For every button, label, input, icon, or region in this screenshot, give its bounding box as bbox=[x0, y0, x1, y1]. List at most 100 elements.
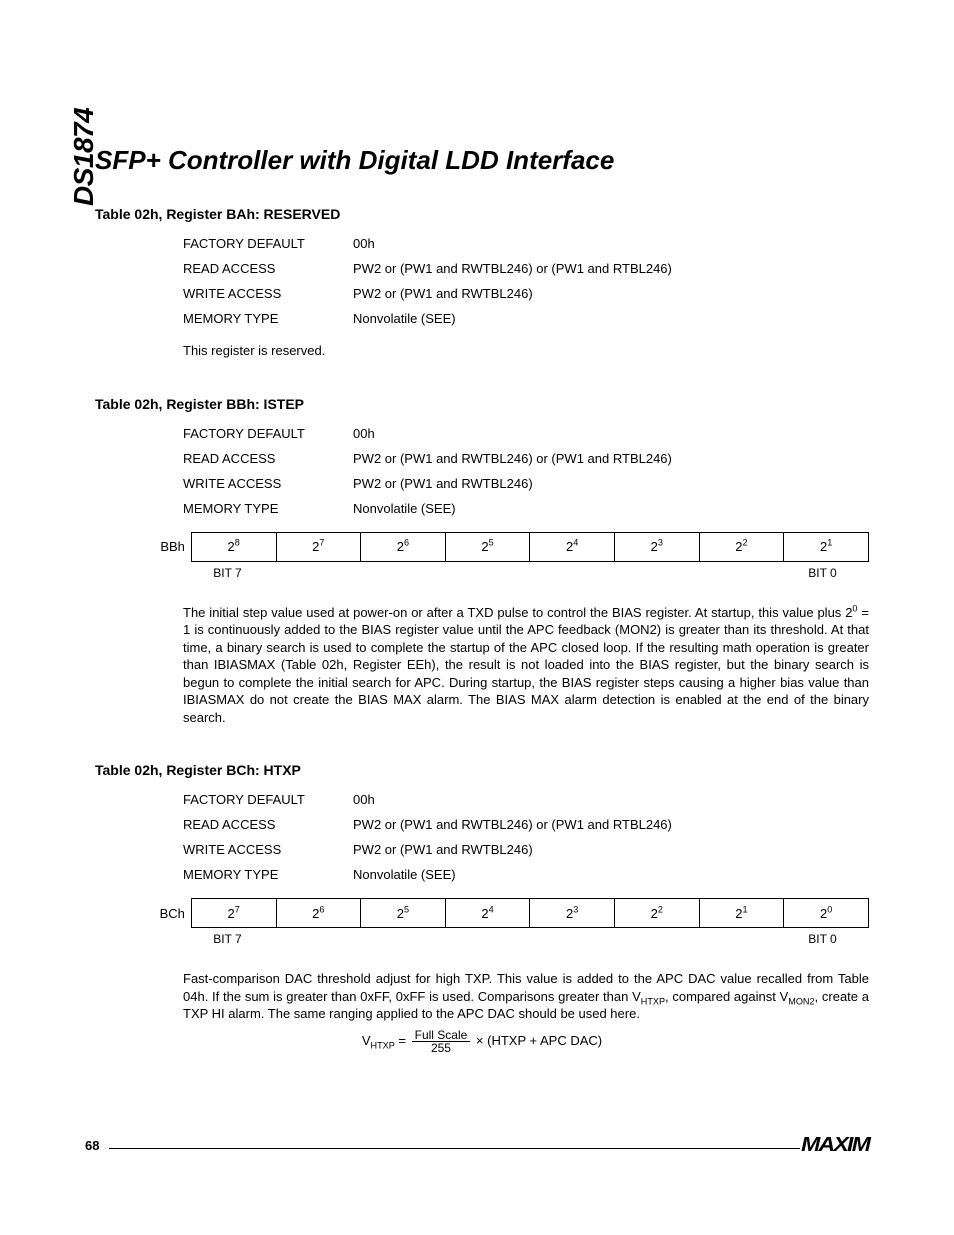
prop-row: WRITE ACCESS PW2 or (PW1 and RWTBL246) bbox=[183, 842, 869, 857]
prop-value: Nonvolatile (SEE) bbox=[353, 501, 456, 516]
bit-cell: 23 bbox=[615, 532, 700, 561]
footer-rule bbox=[109, 1147, 799, 1149]
prop-row: FACTORY DEFAULT 00h bbox=[183, 792, 869, 807]
prop-row: MEMORY TYPE Nonvolatile (SEE) bbox=[183, 311, 869, 326]
page: DS1874 SFP+ Controller with Digital LDD … bbox=[0, 0, 954, 1235]
prop-label: READ ACCESS bbox=[183, 817, 353, 832]
bit-table: 28 27 26 25 24 23 22 21 bbox=[191, 532, 869, 562]
prop-value: PW2 or (PW1 and RWTBL246) bbox=[353, 842, 533, 857]
section-description: This register is reserved. bbox=[183, 342, 869, 360]
prop-value: 00h bbox=[353, 426, 375, 441]
prop-label: WRITE ACCESS bbox=[183, 476, 353, 491]
prop-label: READ ACCESS bbox=[183, 451, 353, 466]
prop-label: WRITE ACCESS bbox=[183, 842, 353, 857]
formula-sub: HTXP bbox=[371, 1041, 395, 1051]
bit-table: 27 26 25 24 23 22 21 20 bbox=[191, 898, 869, 928]
bit-table-wrapper: BCh 27 26 25 24 23 22 21 20 bbox=[145, 898, 869, 928]
bit-cell: 21 bbox=[784, 532, 869, 561]
prop-row: READ ACCESS PW2 or (PW1 and RWTBL246) or… bbox=[183, 817, 869, 832]
prop-row: MEMORY TYPE Nonvolatile (SEE) bbox=[183, 501, 869, 516]
document-title: SFP+ Controller with Digital LDD Interfa… bbox=[95, 145, 869, 176]
bit0-label: BIT 0 bbox=[780, 932, 865, 946]
bit-exp: 5 bbox=[404, 905, 409, 915]
section-heading: Table 02h, Register BCh: HTXP bbox=[95, 762, 869, 778]
bit-exp: 7 bbox=[235, 905, 240, 915]
bit-cell: 26 bbox=[276, 899, 361, 928]
prop-row: WRITE ACCESS PW2 or (PW1 and RWTBL246) bbox=[183, 286, 869, 301]
prop-value: PW2 or (PW1 and RWTBL246) or (PW1 and RT… bbox=[353, 261, 672, 276]
prop-row: READ ACCESS PW2 or (PW1 and RWTBL246) or… bbox=[183, 261, 869, 276]
section-bah: Table 02h, Register BAh: RESERVED FACTOR… bbox=[95, 206, 869, 360]
section-description: The initial step value used at power-on … bbox=[183, 604, 869, 727]
props-table: FACTORY DEFAULT 00h READ ACCESS PW2 or (… bbox=[183, 236, 869, 326]
props-table: FACTORY DEFAULT 00h READ ACCESS PW2 or (… bbox=[183, 792, 869, 882]
bit-exp: 2 bbox=[743, 538, 748, 548]
section-heading: Table 02h, Register BAh: RESERVED bbox=[95, 206, 869, 222]
bit-cell: 21 bbox=[699, 899, 784, 928]
prop-label: FACTORY DEFAULT bbox=[183, 426, 353, 441]
prop-label: FACTORY DEFAULT bbox=[183, 792, 353, 807]
prop-value: PW2 or (PW1 and RWTBL246) bbox=[353, 476, 533, 491]
bit-cell: 24 bbox=[445, 899, 530, 928]
bit-exp: 1 bbox=[827, 538, 832, 548]
prop-label: READ ACCESS bbox=[183, 261, 353, 276]
bit-exp: 4 bbox=[573, 538, 578, 548]
formula-times: × bbox=[472, 1033, 487, 1048]
prop-value: PW2 or (PW1 and RWTBL246) or (PW1 and RT… bbox=[353, 451, 672, 466]
prop-value: 00h bbox=[353, 792, 375, 807]
bit-exp: 3 bbox=[573, 905, 578, 915]
prop-label: FACTORY DEFAULT bbox=[183, 236, 353, 251]
formula-rhs: (HTXP + APC DAC) bbox=[487, 1033, 602, 1048]
formula: VHTXP = Full Scale255 × (HTXP + APC DAC) bbox=[95, 1029, 869, 1054]
bit-exp: 6 bbox=[319, 905, 324, 915]
section-bch: Table 02h, Register BCh: HTXP FACTORY DE… bbox=[95, 762, 869, 1054]
props-table: FACTORY DEFAULT 00h READ ACCESS PW2 or (… bbox=[183, 426, 869, 516]
prop-value: PW2 or (PW1 and RWTBL246) or (PW1 and RT… bbox=[353, 817, 672, 832]
prop-row: FACTORY DEFAULT 00h bbox=[183, 236, 869, 251]
section-heading: Table 02h, Register BBh: ISTEP bbox=[95, 396, 869, 412]
bit7-label: BIT 7 bbox=[185, 932, 270, 946]
page-number: 68 bbox=[85, 1138, 99, 1153]
bit-cell: 22 bbox=[699, 532, 784, 561]
maxim-logo: MAXIM bbox=[801, 1134, 869, 1157]
bit-index-labels: BIT 7 BIT 0 bbox=[185, 932, 865, 946]
prop-row: MEMORY TYPE Nonvolatile (SEE) bbox=[183, 867, 869, 882]
prop-value: PW2 or (PW1 and RWTBL246) bbox=[353, 286, 533, 301]
bit-exp: 1 bbox=[743, 905, 748, 915]
prop-row: READ ACCESS PW2 or (PW1 and RWTBL246) or… bbox=[183, 451, 869, 466]
formula-v: V bbox=[362, 1033, 371, 1048]
bit-cell: 27 bbox=[276, 532, 361, 561]
bit-table-wrapper: BBh 28 27 26 25 24 23 22 21 bbox=[145, 532, 869, 562]
section-description: Fast-comparison DAC threshold adjust for… bbox=[183, 970, 869, 1023]
formula-eq: = bbox=[395, 1033, 410, 1048]
part-number-sidebar: DS1874 bbox=[68, 86, 100, 206]
formula-denominator: 255 bbox=[412, 1042, 471, 1054]
prop-label: WRITE ACCESS bbox=[183, 286, 353, 301]
bit-cell: 27 bbox=[191, 899, 276, 928]
bit-cell: 28 bbox=[191, 532, 276, 561]
bit-cell: 25 bbox=[445, 532, 530, 561]
bit-exp: 6 bbox=[404, 538, 409, 548]
prop-value: Nonvolatile (SEE) bbox=[353, 867, 456, 882]
prop-label: MEMORY TYPE bbox=[183, 867, 353, 882]
desc-sub: MON2 bbox=[788, 997, 814, 1007]
bit-cell: 24 bbox=[530, 532, 615, 561]
bit-cell: 25 bbox=[361, 899, 446, 928]
prop-label: MEMORY TYPE bbox=[183, 311, 353, 326]
bit-exp: 5 bbox=[489, 538, 494, 548]
desc-text: , compared against V bbox=[665, 989, 788, 1004]
desc-sub: HTXP bbox=[641, 997, 665, 1007]
bit-exp: 4 bbox=[489, 905, 494, 915]
prop-row: FACTORY DEFAULT 00h bbox=[183, 426, 869, 441]
bit-exp: 7 bbox=[319, 538, 324, 548]
bit-index-labels: BIT 7 BIT 0 bbox=[185, 566, 865, 580]
section-bbh: Table 02h, Register BBh: ISTEP FACTORY D… bbox=[95, 396, 869, 727]
prop-row: WRITE ACCESS PW2 or (PW1 and RWTBL246) bbox=[183, 476, 869, 491]
bit-exp: 0 bbox=[827, 905, 832, 915]
bit-exp: 2 bbox=[658, 905, 663, 915]
bit-table-address: BBh bbox=[145, 532, 191, 562]
desc-text: = 1 is continuously added to the BIAS re… bbox=[183, 605, 869, 725]
prop-label: MEMORY TYPE bbox=[183, 501, 353, 516]
prop-value: Nonvolatile (SEE) bbox=[353, 311, 456, 326]
bit-cell: 22 bbox=[615, 899, 700, 928]
